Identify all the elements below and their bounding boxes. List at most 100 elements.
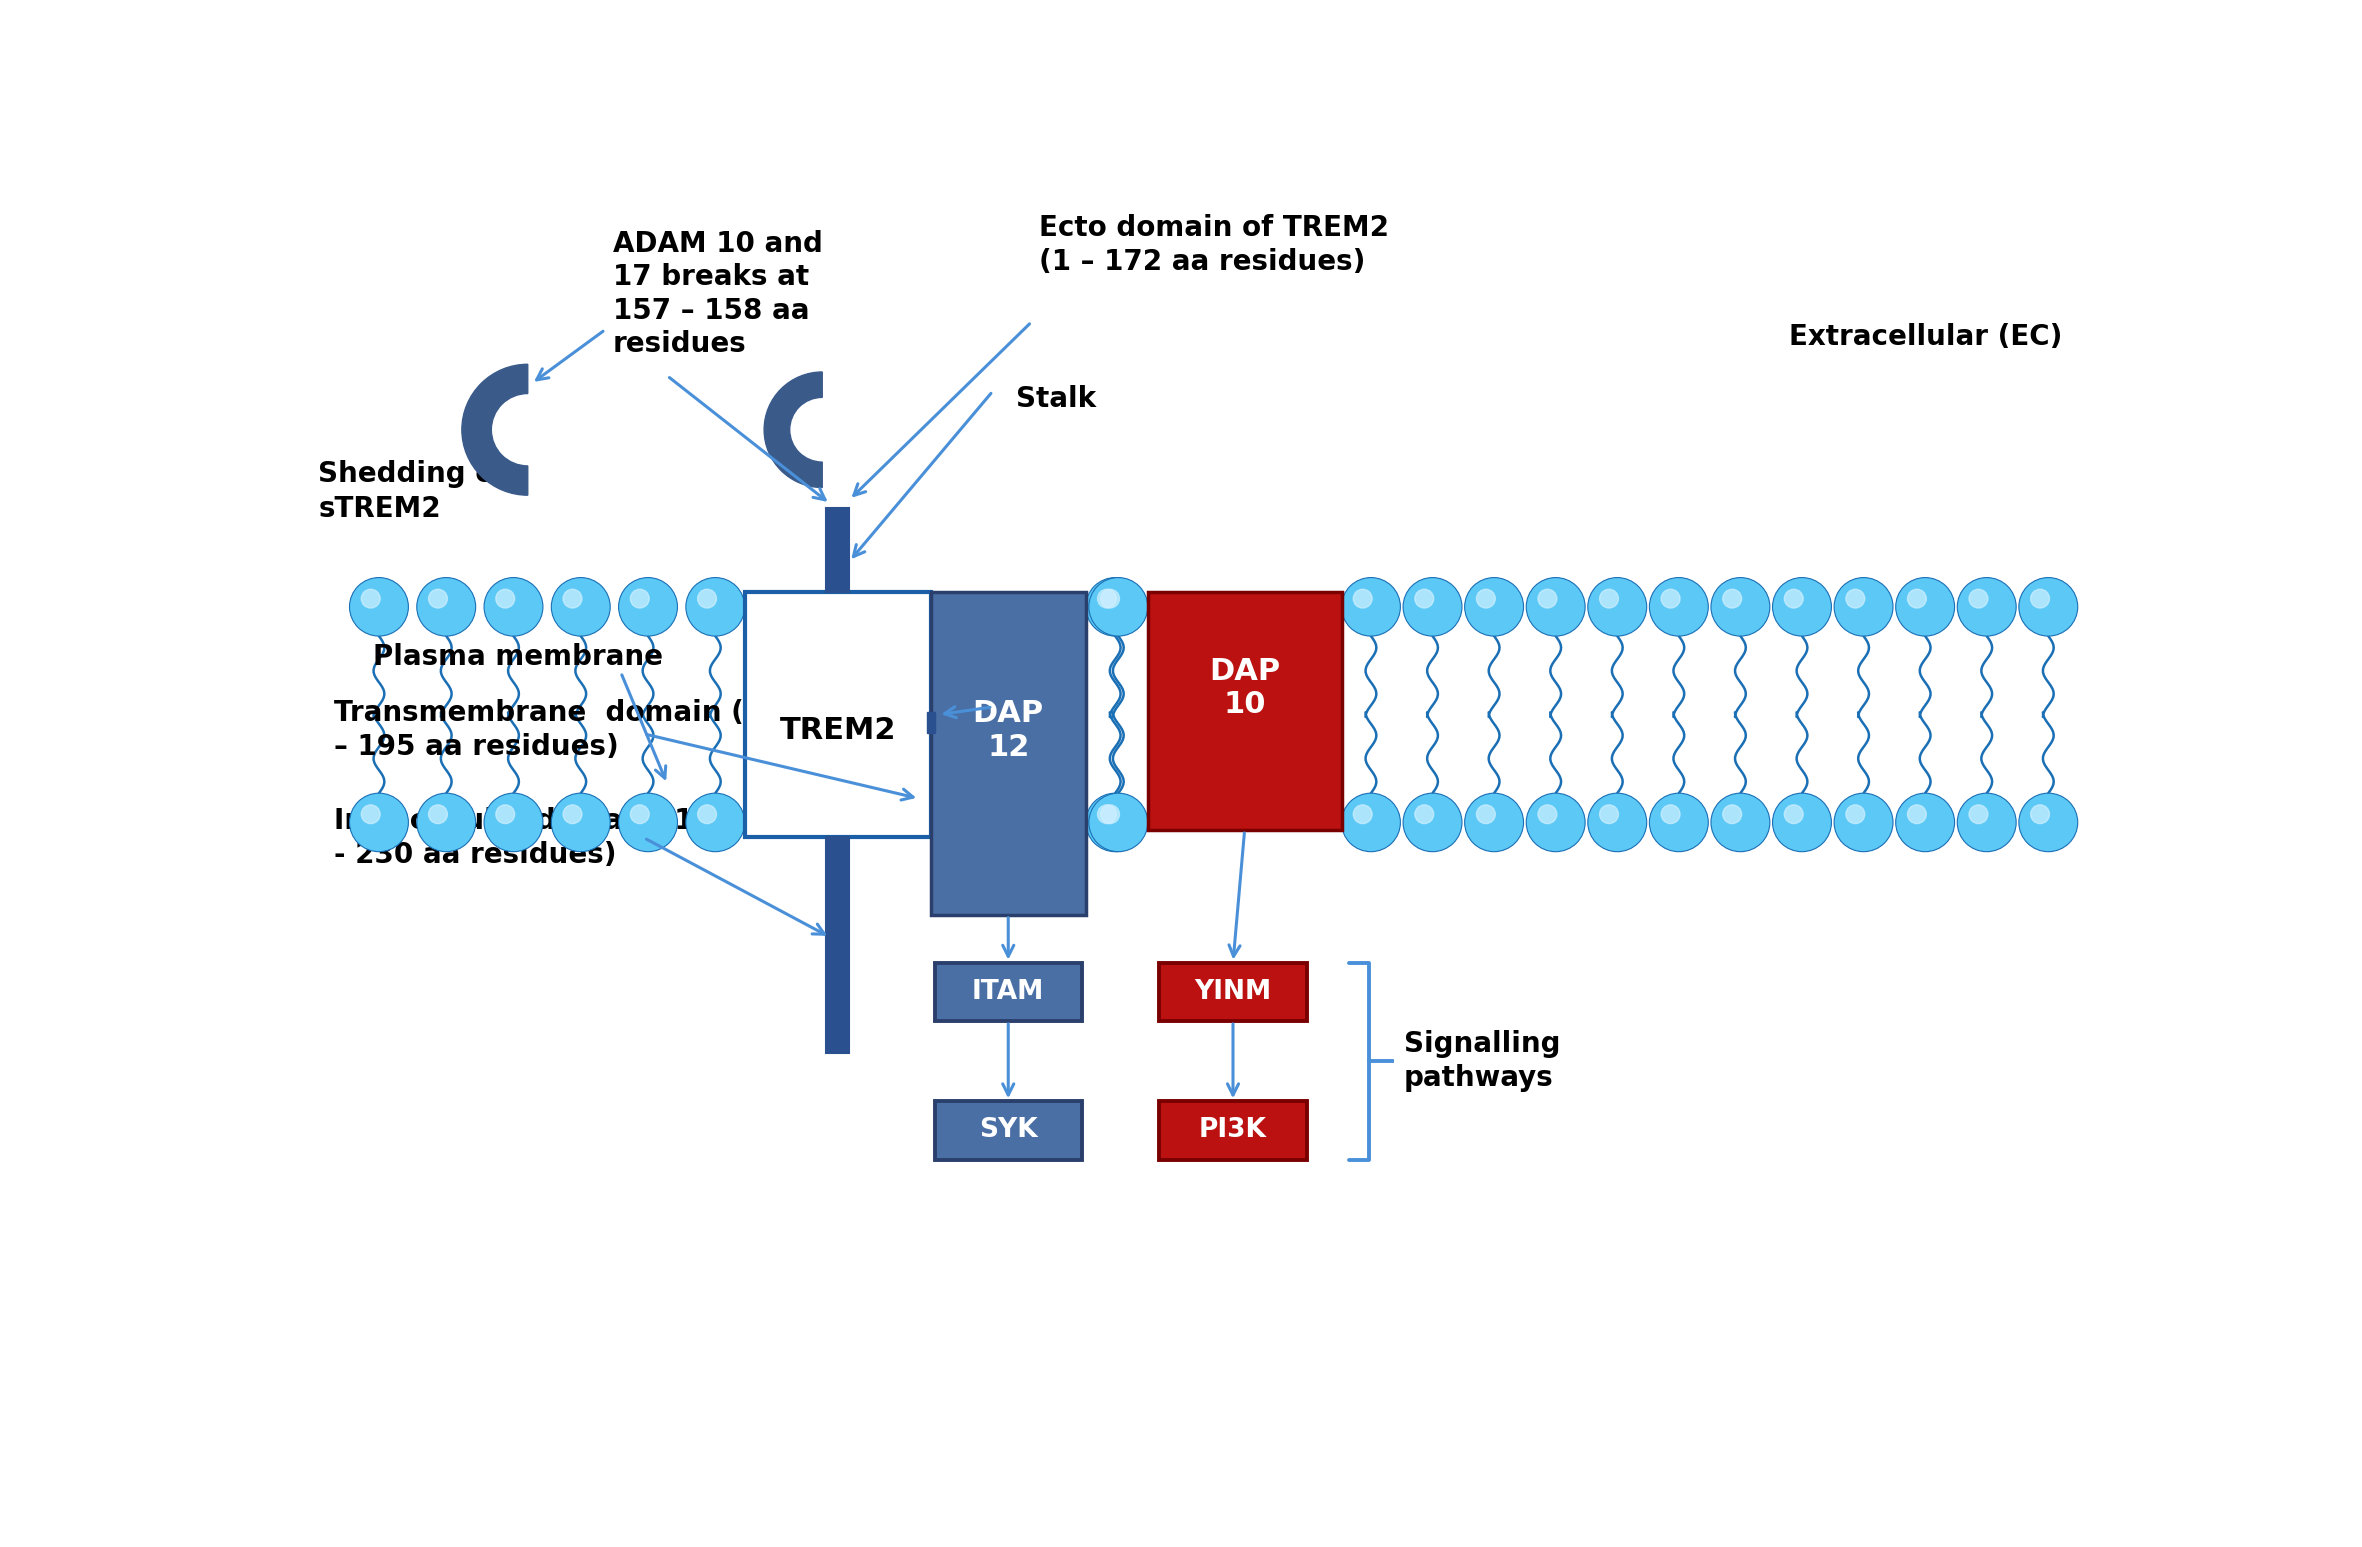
FancyArrowPatch shape — [621, 674, 666, 778]
Circle shape — [1403, 577, 1462, 636]
Circle shape — [2020, 577, 2079, 636]
Circle shape — [631, 804, 650, 823]
Circle shape — [631, 589, 650, 608]
Circle shape — [496, 804, 515, 823]
Circle shape — [1538, 804, 1557, 823]
Text: Salt
bridge: Salt bridge — [961, 692, 1063, 752]
Circle shape — [1464, 577, 1523, 636]
Circle shape — [484, 577, 543, 636]
Circle shape — [1101, 804, 1120, 823]
Text: Ecto domain of TREM2
(1 – 172 aa residues): Ecto domain of TREM2 (1 – 172 aa residue… — [1039, 213, 1389, 275]
Circle shape — [562, 804, 581, 823]
Bar — [1160, 1101, 1306, 1160]
Circle shape — [428, 589, 446, 608]
Circle shape — [416, 794, 475, 852]
Circle shape — [1908, 589, 1927, 608]
Circle shape — [1772, 577, 1831, 636]
FancyArrowPatch shape — [945, 707, 990, 718]
Circle shape — [685, 577, 744, 636]
Circle shape — [1599, 589, 1618, 608]
Circle shape — [1958, 794, 2017, 852]
Circle shape — [550, 577, 609, 636]
Circle shape — [1599, 804, 1618, 823]
Bar — [935, 1101, 1082, 1160]
FancyArrowPatch shape — [853, 393, 992, 557]
Bar — [744, 593, 931, 837]
Circle shape — [1835, 794, 1892, 852]
Circle shape — [1783, 589, 1802, 608]
Circle shape — [1101, 589, 1120, 608]
Circle shape — [1908, 804, 1927, 823]
Text: ADAM 10 and
17 breaks at
157 – 158 aa
residues: ADAM 10 and 17 breaks at 157 – 158 aa re… — [614, 229, 822, 357]
Circle shape — [562, 589, 581, 608]
Circle shape — [619, 794, 678, 852]
Circle shape — [1710, 794, 1769, 852]
Text: Plasma membrane: Plasma membrane — [373, 644, 664, 671]
Circle shape — [350, 794, 409, 852]
Circle shape — [1722, 804, 1741, 823]
FancyArrowPatch shape — [853, 323, 1030, 495]
Bar — [926, 712, 935, 733]
Circle shape — [1649, 577, 1708, 636]
Circle shape — [1353, 804, 1372, 823]
FancyArrowPatch shape — [1004, 1024, 1013, 1095]
Text: DAP
10: DAP 10 — [1209, 657, 1280, 719]
Text: Stalk: Stalk — [1016, 385, 1096, 413]
Circle shape — [697, 804, 716, 823]
Circle shape — [1660, 589, 1679, 608]
Circle shape — [1353, 589, 1372, 608]
Circle shape — [1087, 794, 1146, 852]
FancyArrowPatch shape — [647, 735, 914, 800]
Bar — [935, 962, 1082, 1021]
Circle shape — [1342, 577, 1401, 636]
Circle shape — [1835, 577, 1892, 636]
Circle shape — [697, 589, 716, 608]
Circle shape — [1710, 577, 1769, 636]
Text: DAP
12: DAP 12 — [973, 699, 1044, 761]
Circle shape — [1897, 577, 1956, 636]
Circle shape — [1089, 577, 1148, 636]
FancyArrowPatch shape — [1228, 1024, 1238, 1095]
Circle shape — [1772, 794, 1831, 852]
Circle shape — [1089, 794, 1148, 852]
Circle shape — [350, 577, 409, 636]
Circle shape — [1587, 577, 1646, 636]
Circle shape — [1845, 589, 1864, 608]
Circle shape — [496, 589, 515, 608]
FancyArrowPatch shape — [647, 838, 824, 934]
Text: Shedding of
sTREM2: Shedding of sTREM2 — [319, 459, 508, 523]
Circle shape — [1098, 804, 1117, 823]
Circle shape — [2031, 804, 2050, 823]
Circle shape — [1415, 804, 1434, 823]
Bar — [1148, 593, 1342, 831]
Text: Signalling
pathways: Signalling pathways — [1403, 1030, 1559, 1092]
Circle shape — [1897, 794, 1956, 852]
Circle shape — [1660, 804, 1679, 823]
Circle shape — [1403, 794, 1462, 852]
Bar — [931, 593, 1087, 914]
Circle shape — [1526, 794, 1585, 852]
Bar — [827, 837, 850, 1052]
Circle shape — [1476, 589, 1495, 608]
Text: Transmembrane  domain (173
– 195 aa residues): Transmembrane domain (173 – 195 aa resid… — [333, 699, 801, 761]
Text: ITAM: ITAM — [973, 979, 1044, 1006]
Bar — [827, 507, 850, 593]
Circle shape — [1464, 794, 1523, 852]
Circle shape — [1958, 577, 2017, 636]
Circle shape — [2020, 794, 2079, 852]
Circle shape — [1649, 794, 1708, 852]
Circle shape — [619, 577, 678, 636]
Circle shape — [361, 589, 380, 608]
Circle shape — [1783, 804, 1802, 823]
Wedge shape — [463, 364, 527, 495]
Circle shape — [1538, 589, 1557, 608]
Circle shape — [1098, 589, 1117, 608]
FancyArrowPatch shape — [536, 331, 602, 381]
Circle shape — [484, 794, 543, 852]
Circle shape — [1970, 589, 1989, 608]
Circle shape — [1476, 804, 1495, 823]
Bar — [1160, 962, 1306, 1021]
FancyArrowPatch shape — [668, 377, 824, 500]
Text: Intracellular domain (196
- 230 aa residues): Intracellular domain (196 - 230 aa resid… — [333, 808, 732, 868]
Wedge shape — [765, 371, 822, 487]
